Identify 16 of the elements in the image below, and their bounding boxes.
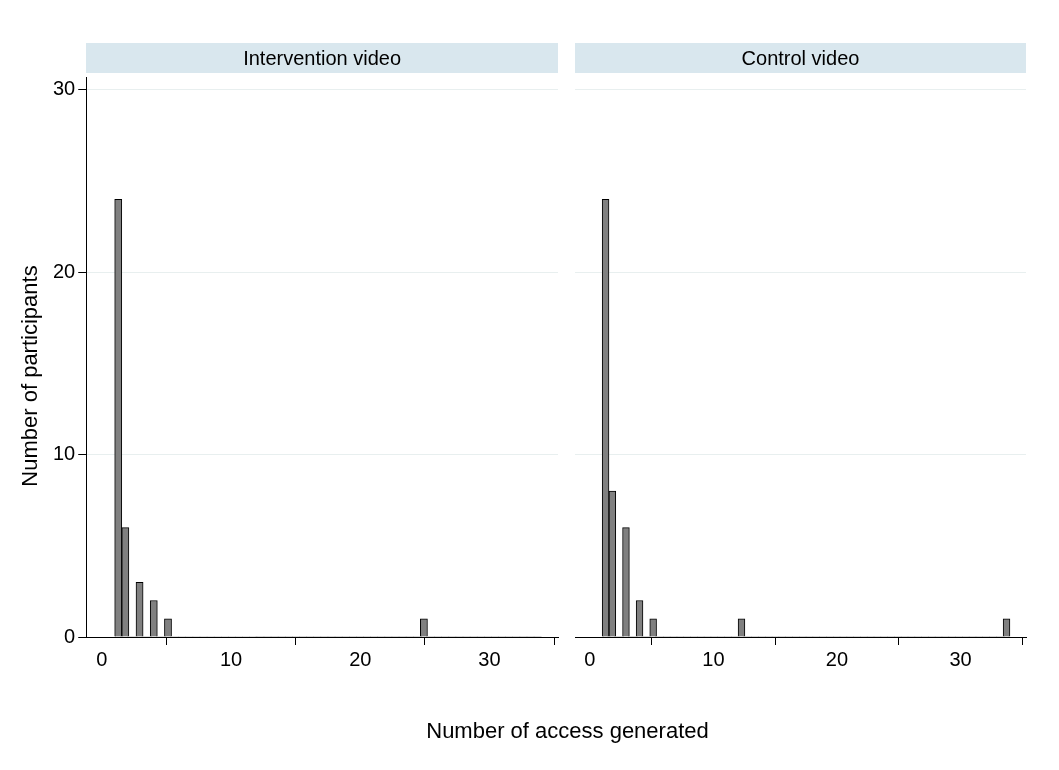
y-tick-label: 20: [53, 259, 76, 282]
x-tick-label: 0: [96, 647, 108, 670]
y-axis-title: Number of participants: [17, 265, 43, 487]
y-tick-label: 0: [64, 624, 76, 647]
y-tick-label: 30: [53, 77, 76, 100]
x-tick-label: 30: [949, 647, 972, 670]
y-tick-label: 10: [53, 442, 76, 465]
chart-title: Intervention video: [86, 43, 558, 73]
x-tick-label: 30: [478, 647, 501, 670]
chart-title: Control video: [575, 43, 1026, 73]
x-tick-label: 10: [702, 647, 725, 670]
x-tick-label: 0: [584, 647, 596, 670]
x-tick-label: 20: [349, 647, 372, 670]
x-tick-label: 20: [825, 647, 849, 670]
x-axis-title: Number of access generated: [425, 718, 710, 744]
x-tick-label: 10: [219, 647, 243, 670]
